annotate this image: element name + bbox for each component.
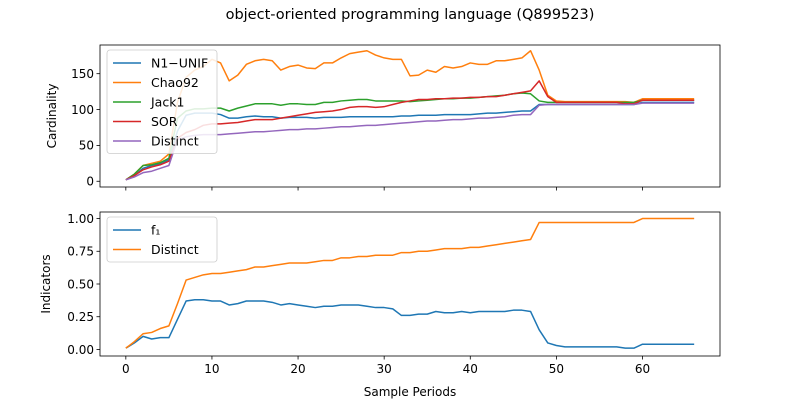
x-tick-label: 20 <box>290 362 305 376</box>
indicators-legend: f₁ Distinct <box>106 216 218 263</box>
cardinality-legend-box <box>106 49 218 154</box>
indicators-series-lines <box>125 217 695 349</box>
cardinality-y-tick-label: 50 <box>79 139 94 153</box>
indicators-series-line-0 <box>125 298 695 349</box>
figure-title: object-oriented programming language (Q8… <box>226 7 595 23</box>
indicators-y-tick-label: 0.75 <box>67 245 94 259</box>
indicators-axes: 0 10 20 30 40 50 60 0.00 0.25 0.50 0.75 1.00 Indica… <box>39 211 721 376</box>
cardinality-axes-frame <box>99 44 721 188</box>
indicators-legend-box <box>106 216 218 263</box>
x-tick-label: 50 <box>549 362 564 376</box>
indicators-legend-label: f₁ <box>151 223 160 238</box>
cardinality-y-tick-label: 100 <box>71 103 94 117</box>
cardinality-legend-label: Jack1 <box>150 95 184 110</box>
indicators-y-tick-label: 0.50 <box>67 277 94 291</box>
indicators-ticks: 0 10 20 30 40 50 60 0.00 0.25 0.50 0.75 1.00 <box>67 212 650 376</box>
cardinality-y-tick-label: 150 <box>71 67 94 81</box>
indicators-y-tick-label: 0.25 <box>67 310 94 324</box>
x-tick-label: 40 <box>463 362 478 376</box>
cardinality-y-tick-label: 0 <box>86 175 94 189</box>
cardinality-legend-label: Chao92 <box>151 75 199 90</box>
cardinality-axes: 0 50 100 150 Cardinality N1−UNIF Chao92 Jack1… <box>45 44 721 191</box>
cardinality-legend-label: Distinct <box>151 134 199 149</box>
cardinality-ylabel: Cardinality <box>45 84 59 149</box>
x-tick-label: 30 <box>377 362 392 376</box>
x-tick-label: 60 <box>635 362 650 376</box>
indicators-series-line-1 <box>125 217 695 349</box>
cardinality-ticks: 0 50 100 150 <box>71 67 643 191</box>
indicators-ylabel: Indicators <box>39 254 53 313</box>
x-tick-label: 10 <box>204 362 219 376</box>
cardinality-series-lines <box>125 49 695 181</box>
x-axis-label: Sample Periods <box>364 385 456 399</box>
indicators-legend-label: Distinct <box>151 242 199 257</box>
cardinality-series-line-3 <box>125 80 695 181</box>
cardinality-legend: N1−UNIF Chao92 Jack1 SOR Distinct <box>106 49 218 154</box>
x-tick-label: 0 <box>122 362 130 376</box>
cardinality-legend-label: N1−UNIF <box>151 56 208 71</box>
cardinality-legend-label: SOR <box>151 114 178 129</box>
indicators-y-tick-label: 0.00 <box>67 343 94 357</box>
cardinality-series-line-4 <box>125 102 695 181</box>
indicators-y-tick-label: 1.00 <box>67 212 94 226</box>
